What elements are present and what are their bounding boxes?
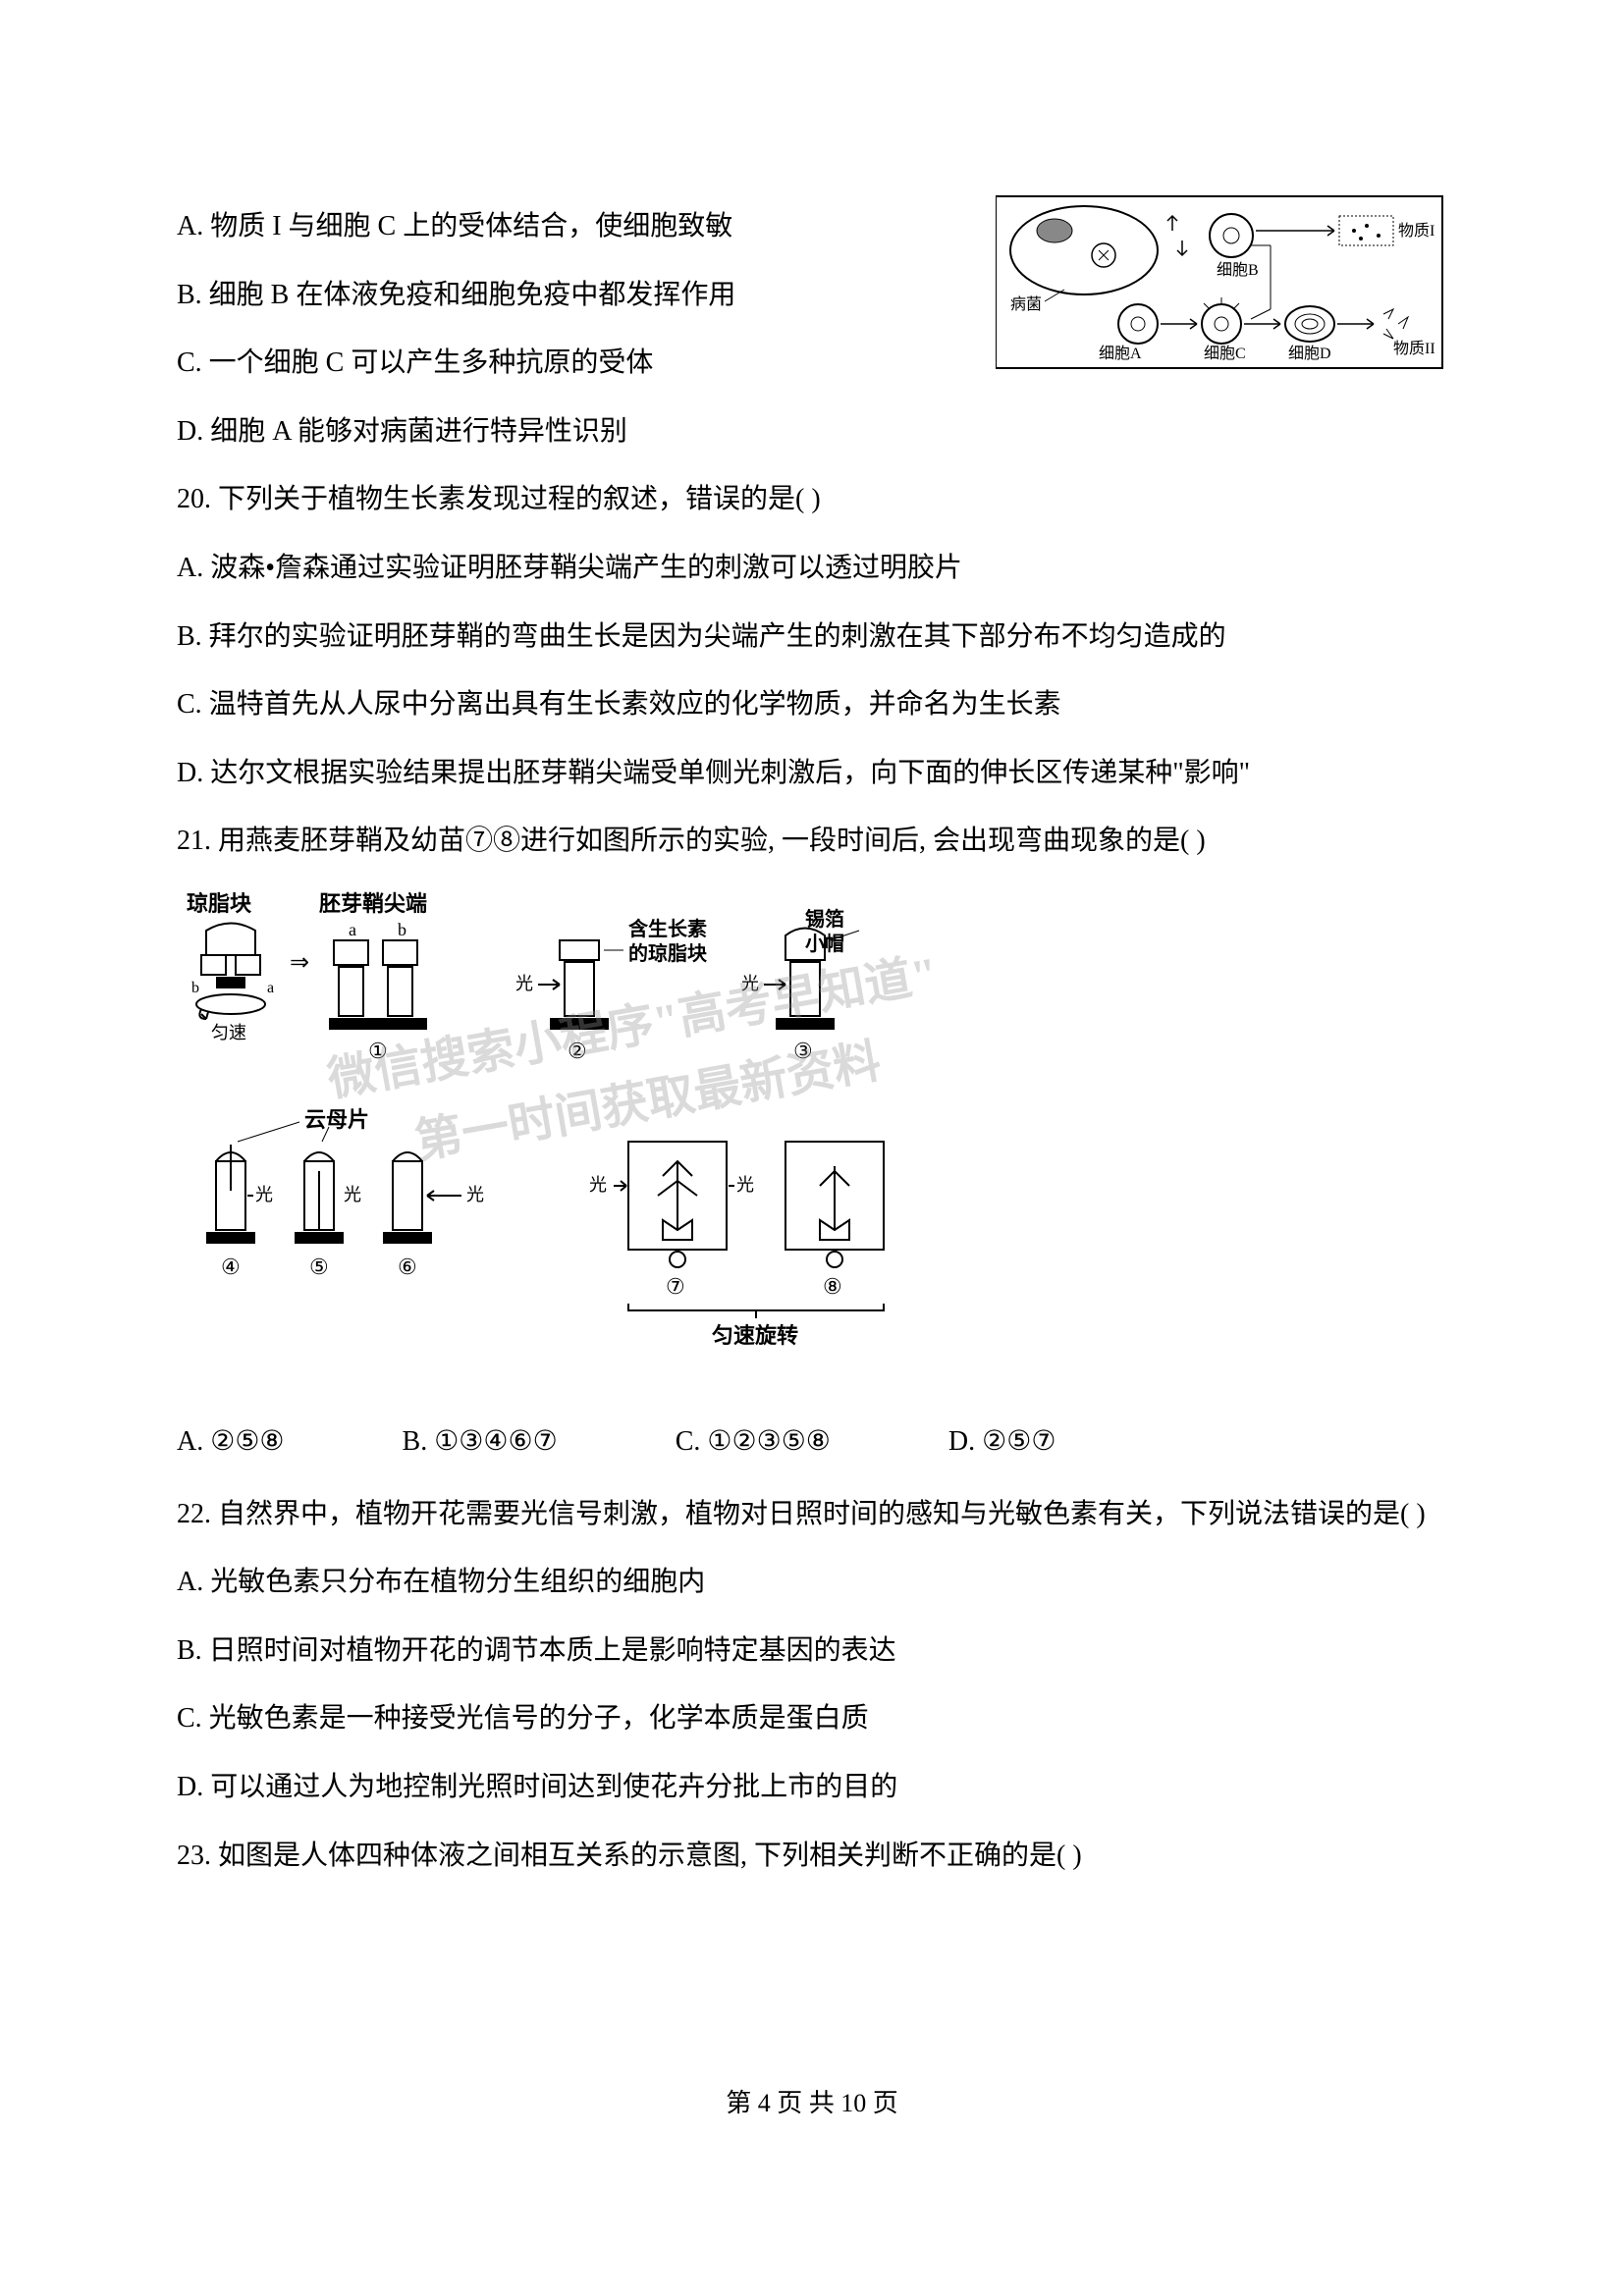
q22-optionD: D. 可以通过人为地控制光照时间达到使花卉分批上市的目的	[177, 1757, 1447, 1818]
q21-optionD: D. ②⑤⑦	[948, 1412, 1056, 1472]
svg-text:锡箔: 锡箔	[805, 907, 844, 931]
q21-stem: 21. 用燕麦胚芽鞘及幼苗⑦⑧进行如图所示的实验, 一段时间后, 会出现弯曲现象…	[177, 811, 1447, 872]
page-content: A. 物质 I 与细胞 C 上的受体结合，使细胞致敏 B. 细胞 B 在体液免疫…	[177, 196, 1447, 1886]
svg-text:含生长素: 含生长素	[628, 917, 707, 940]
svg-text:光: 光	[736, 1175, 754, 1195]
q20-optionA: A. 波森•詹森通过实验证明胚芽鞘尖端产生的刺激可以透过明胶片	[177, 538, 1447, 599]
q21-optionA: A. ②⑤⑧	[177, 1412, 285, 1472]
q20-optionC: C. 温特首先从人尿中分离出具有生长素效应的化学物质，并命名为生长素	[177, 674, 1447, 735]
page-footer: 第 4 页 共 10 页	[0, 2083, 1624, 2119]
q19-optionB: B. 细胞 B 在体液免疫和细胞免疫中都发挥作用	[177, 265, 1447, 326]
q22-stem: 22. 自然界中，植物开花需要光信号刺激，植物对日照时间的感知与光敏色素有关，下…	[177, 1484, 1447, 1545]
svg-text:匀速旋转: 匀速旋转	[712, 1323, 798, 1348]
q22-optionA: A. 光敏色素只分布在植物分生组织的细胞内	[177, 1552, 1447, 1613]
q21-optionB: B. ①③④⑥⑦	[403, 1412, 558, 1472]
svg-text:匀速: 匀速	[211, 1023, 246, 1042]
svg-text:②: ②	[568, 1039, 587, 1063]
q20-stem: 20. 下列关于植物生长素发现过程的叙述，错误的是( )	[177, 469, 1447, 530]
svg-text:⑦: ⑦	[666, 1274, 685, 1299]
svg-text:③: ③	[793, 1039, 813, 1063]
q20-optionB: B. 拜尔的实验证明胚芽鞘的弯曲生长是因为尖端产生的刺激在其下部分布不均匀造成的	[177, 607, 1447, 667]
q22-optionB: B. 日照时间对植物开花的调节本质上是影响特定基因的表达	[177, 1621, 1447, 1682]
q19-optionA: A. 物质 I 与细胞 C 上的受体结合，使细胞致敏	[177, 196, 1447, 257]
svg-text:b: b	[191, 980, 199, 996]
svg-text:⑥: ⑥	[398, 1255, 417, 1279]
svg-text:云母片: 云母片	[304, 1107, 369, 1132]
svg-text:⑤: ⑤	[309, 1255, 329, 1279]
svg-text:的琼脂块: 的琼脂块	[628, 941, 708, 965]
svg-text:a: a	[267, 980, 274, 996]
svg-text:⑧: ⑧	[823, 1274, 842, 1299]
svg-text:光: 光	[515, 974, 533, 993]
q21-options: A. ②⑤⑧ B. ①③④⑥⑦ C. ①②③⑤⑧ D. ②⑤⑦	[177, 1412, 1447, 1472]
svg-text:光: 光	[741, 974, 759, 993]
q22-optionC: C. 光敏色素是一种接受光信号的分子，化学本质是蛋白质	[177, 1688, 1447, 1749]
svg-text:光: 光	[466, 1185, 484, 1204]
svg-text:琼脂块: 琼脂块	[187, 891, 252, 916]
svg-text:光: 光	[344, 1185, 361, 1204]
svg-text:⇒: ⇒	[290, 950, 309, 976]
svg-text:b: b	[398, 920, 406, 939]
svg-text:④: ④	[221, 1255, 241, 1279]
svg-text:胚芽鞘尖端: 胚芽鞘尖端	[319, 891, 427, 916]
svg-text:光: 光	[589, 1175, 607, 1195]
q23-stem: 23. 如图是人体四种体液之间相互关系的示意图, 下列相关判断不正确的是( )	[177, 1826, 1447, 1887]
svg-text:a: a	[349, 920, 356, 939]
svg-text:①: ①	[368, 1039, 388, 1063]
q20-optionD: D. 达尔文根据实验结果提出胚芽鞘尖端受单侧光刺激后，向下面的伸长区传递某种"影…	[177, 743, 1447, 804]
q21-optionC: C. ①②③⑤⑧	[676, 1412, 831, 1472]
q19-optionD: D. 细胞 A 能够对病菌进行特异性识别	[177, 401, 1447, 462]
q19-optionC: C. 一个细胞 C 可以产生多种抗原的受体	[177, 333, 1447, 394]
q21-diagram: 琼脂块 胚芽鞘尖端 含生长素 的琼脂块 锡箔 小帽 b a 匀速 ⇒ a b	[177, 886, 1447, 1397]
svg-text:光: 光	[255, 1185, 273, 1204]
